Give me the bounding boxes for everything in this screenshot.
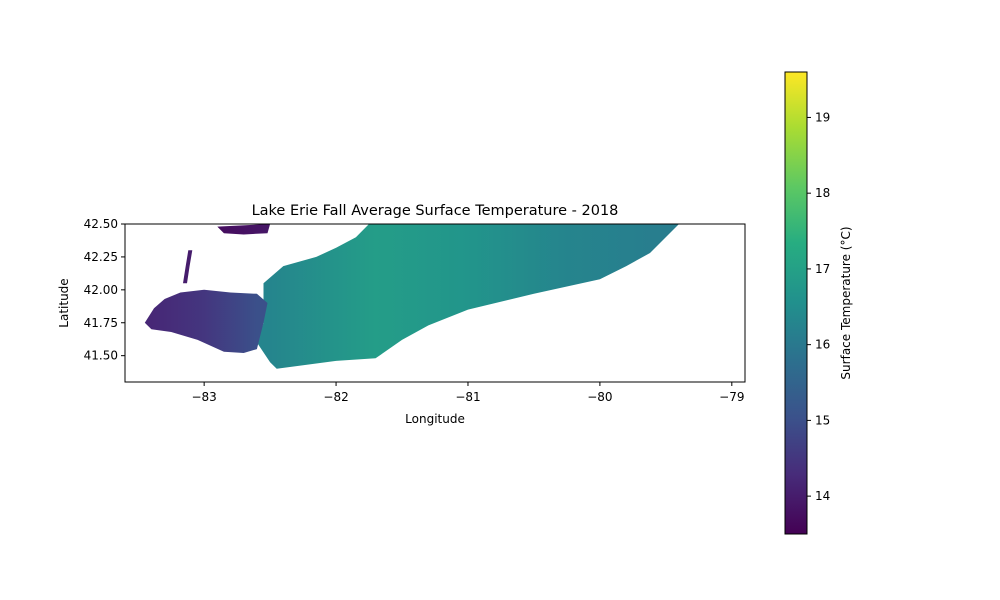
y-tick-label: 42.50 <box>84 217 118 231</box>
colorbar-tick-label: 17 <box>815 262 830 276</box>
lake-region-0 <box>256 224 679 369</box>
x-tick-label: −81 <box>455 390 480 404</box>
x-tick-label: −82 <box>323 390 348 404</box>
y-tick-label: 42.00 <box>84 283 118 297</box>
colorbar-tick-label: 18 <box>815 186 830 200</box>
y-axis-label: Latitude <box>57 278 71 327</box>
x-axis-label: Longitude <box>405 412 465 426</box>
colorbar-tick-label: 16 <box>815 338 830 352</box>
y-tick-label: 42.25 <box>84 250 118 264</box>
y-tick-label: 41.75 <box>84 316 118 330</box>
colorbar-ticks: 14 15 16 17 18 19 <box>807 110 830 503</box>
x-tick-label: −83 <box>191 390 216 404</box>
colorbar-tick-label: 15 <box>815 413 830 427</box>
lake-region-1 <box>144 289 268 353</box>
colorbar-tick-label: 19 <box>815 110 830 124</box>
y-tick-label: 41.50 <box>84 349 118 363</box>
chart-title: Lake Erie Fall Average Surface Temperatu… <box>252 203 619 219</box>
plot-area <box>144 224 679 369</box>
lake-region-3 <box>183 250 193 284</box>
colorbar <box>784 71 808 535</box>
colorbar-tick-label: 14 <box>815 489 830 503</box>
x-axis-ticks: −83 −82 −81 −80 −79 <box>191 382 744 404</box>
x-tick-label: −80 <box>587 390 612 404</box>
lake-region-2 <box>217 224 271 235</box>
colorbar-label: Surface Temperature (°C) <box>839 226 853 379</box>
x-tick-label: −79 <box>719 390 744 404</box>
axes-frame <box>124 223 746 383</box>
y-axis-ticks: 41.50 41.75 42.00 42.25 42.50 <box>84 217 125 363</box>
